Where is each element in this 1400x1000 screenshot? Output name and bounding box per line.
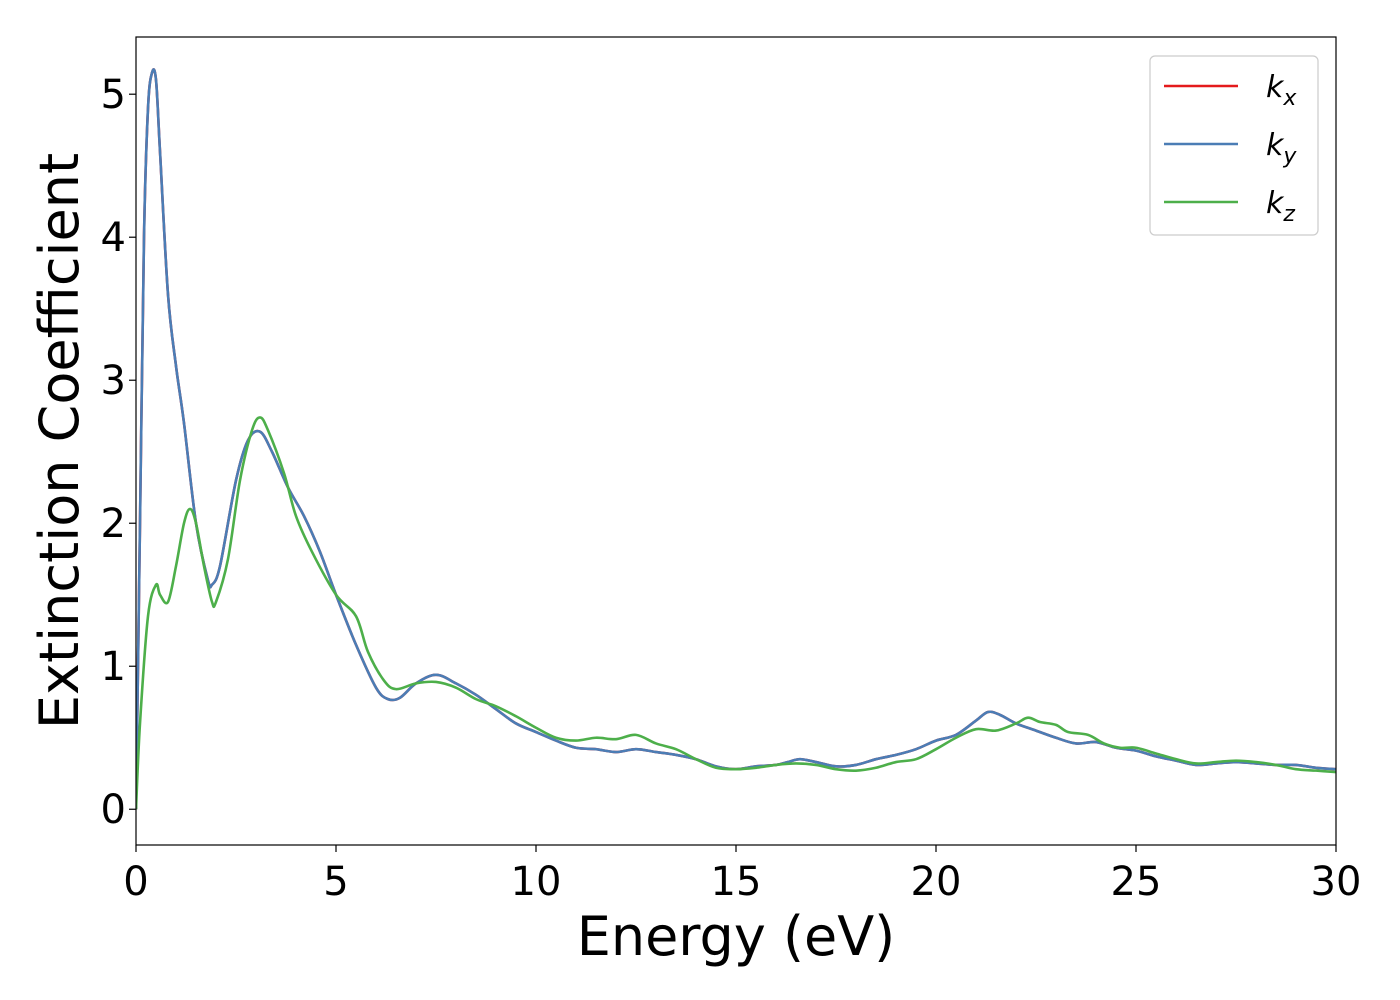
x-tick-label: 20 xyxy=(911,859,962,905)
series-line-kz xyxy=(136,416,1336,810)
y-tick-label: 0 xyxy=(101,787,126,833)
legend-label-main: k xyxy=(1266,70,1285,105)
y-tick-label: 1 xyxy=(101,644,126,690)
x-axis-title: Energy (eV) xyxy=(577,905,896,968)
legend-label-main: k xyxy=(1266,128,1285,163)
legend-label-subscript: y xyxy=(1282,144,1297,169)
series-layer xyxy=(136,68,1336,810)
legend-label-kx: kx xyxy=(1266,70,1297,111)
x-tick-label: 10 xyxy=(511,859,562,905)
y-tick-label: 5 xyxy=(101,72,126,118)
series-line-ky xyxy=(136,68,1336,810)
x-tick-label: 30 xyxy=(1311,859,1362,905)
legend-label-main: k xyxy=(1266,186,1285,221)
y-tick-label: 4 xyxy=(101,215,126,261)
x-tick-label: 25 xyxy=(1111,859,1162,905)
y-tick-label: 2 xyxy=(101,501,126,547)
x-tick-label: 0 xyxy=(123,859,148,905)
legend-label-ky: ky xyxy=(1266,128,1297,169)
legend-label-kz: kz xyxy=(1266,186,1295,227)
y-axis: 0 1 2 3 4 5 xyxy=(101,72,136,833)
y-tick-label: 3 xyxy=(101,358,126,404)
plot-area xyxy=(136,37,1336,845)
y-axis-title: Extinction Coefficient xyxy=(28,153,91,729)
legend-label-subscript: z xyxy=(1282,202,1295,227)
legend-label-subscript: x xyxy=(1282,86,1297,111)
x-axis: 0 5 10 15 20 25 30 xyxy=(123,845,1361,905)
x-tick-label: 5 xyxy=(323,859,348,905)
legend-box xyxy=(1149,55,1319,236)
x-tick-label: 15 xyxy=(711,859,762,905)
